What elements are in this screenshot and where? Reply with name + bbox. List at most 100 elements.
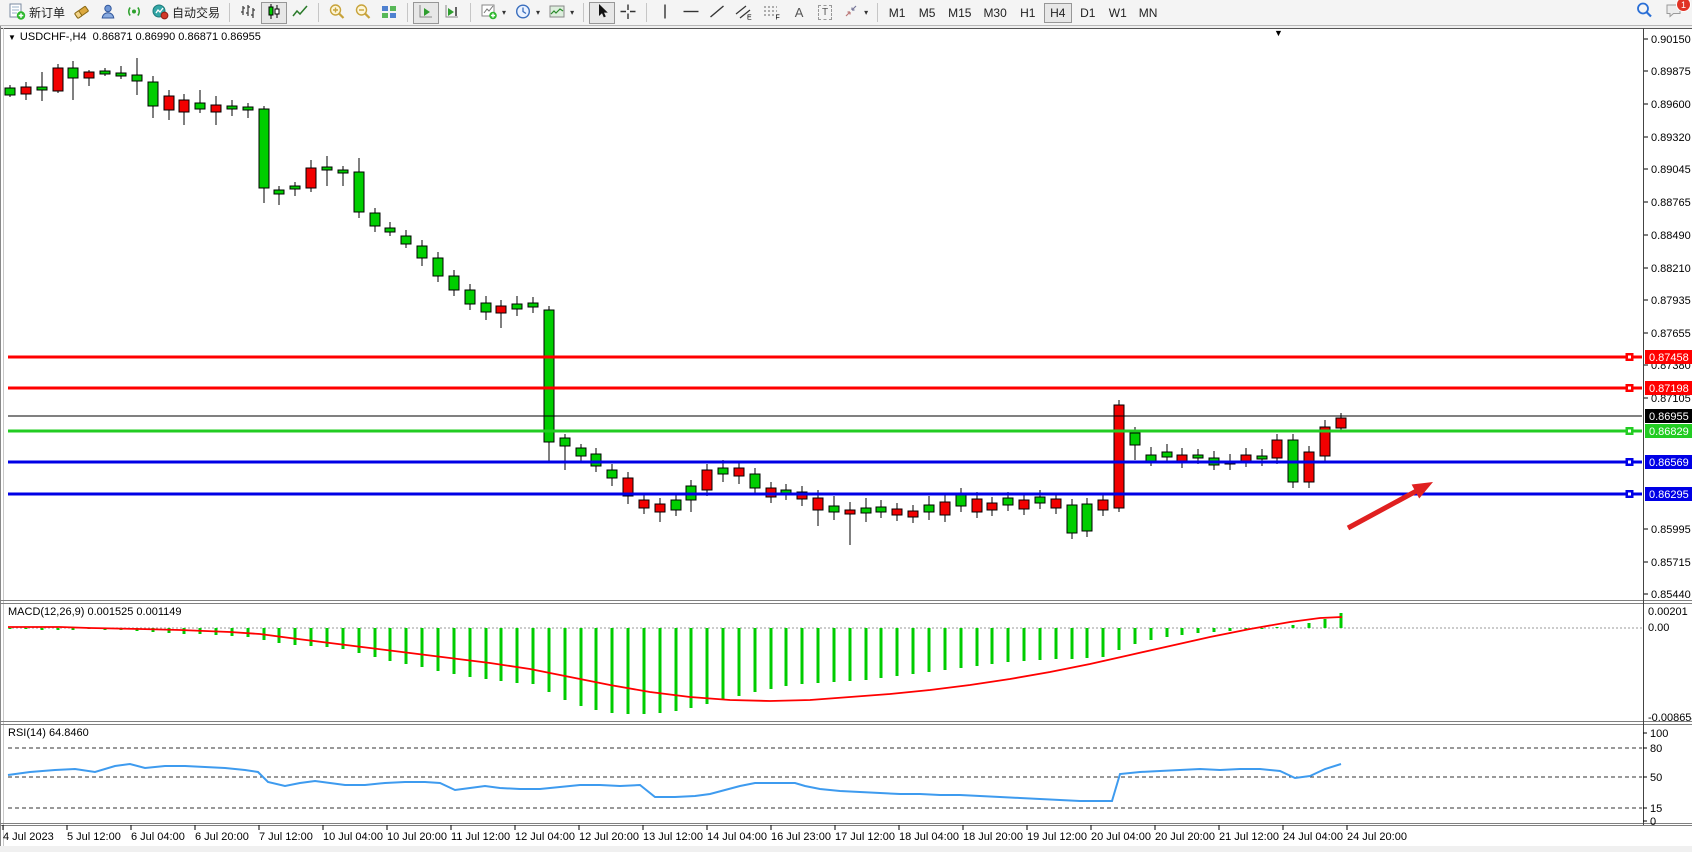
timeframe-group: M1 M5 M15 M30 H1 H4 D1 W1 MN — [883, 2, 1163, 23]
tile-windows-button[interactable] — [376, 2, 402, 24]
chat-button[interactable]: 1 — [1664, 0, 1691, 24]
time-axis-label: 13 Jul 12:00 — [643, 831, 703, 843]
timeframe-W1[interactable]: W1 — [1104, 3, 1132, 23]
candle-body — [99, 70, 111, 75]
price-tick-label: 0.89045 — [1651, 164, 1691, 176]
periods-button[interactable]: ▾ — [510, 2, 544, 24]
time-axis-label: 11 Jul 12:00 — [451, 831, 510, 843]
notification-badge: 1 — [1676, 0, 1691, 12]
time-axis-label: 24 Jul 04:00 — [1283, 831, 1343, 843]
price-tag — [1645, 424, 1692, 438]
new-order-icon — [8, 3, 26, 23]
candle-body — [448, 275, 460, 291]
price-tick-label: 0.90150 — [1651, 34, 1691, 46]
candle-body — [1034, 496, 1046, 504]
price-tick-label: 0.87655 — [1651, 328, 1691, 340]
candle-body — [638, 499, 650, 509]
candle-body — [163, 95, 175, 111]
time-axis-label: 7 Jul 12:00 — [259, 831, 313, 843]
auto-scroll-button[interactable] — [413, 1, 440, 24]
timeframe-H1[interactable]: H1 — [1014, 3, 1042, 23]
templates-button[interactable]: ▾ — [544, 2, 578, 24]
candle-body — [1066, 504, 1078, 534]
person-icon — [99, 3, 117, 23]
candlestick-chart-button[interactable] — [261, 1, 288, 24]
fibo-glyph: F — [776, 14, 780, 20]
candle-body — [432, 257, 444, 277]
annotation-arrow[interactable] — [1346, 486, 1422, 531]
zoom-in-button[interactable] — [324, 2, 350, 24]
candle-body — [289, 185, 301, 190]
auto-trading-button[interactable]: 自动交易 — [147, 2, 224, 24]
arrows-icon — [842, 3, 860, 23]
price-tag-label: 0.86829 — [1649, 426, 1689, 438]
time-axis-label: 20 Jul 20:00 — [1155, 831, 1215, 843]
channel-tool[interactable]: E — [730, 2, 758, 24]
timeframe-D1[interactable]: D1 — [1074, 3, 1102, 23]
vertical-line-tool[interactable] — [652, 2, 678, 24]
bar-chart-button[interactable] — [235, 2, 261, 24]
timeframe-MN[interactable]: MN — [1134, 3, 1163, 23]
timeframe-M5[interactable]: M5 — [913, 3, 941, 23]
search-icon[interactable] — [1635, 1, 1654, 24]
fibonacci-tool[interactable]: F — [758, 2, 786, 24]
candle-body — [384, 227, 396, 233]
candle-body — [670, 499, 682, 511]
rsi-scale-label: 0 — [1650, 816, 1656, 828]
indicators-button[interactable]: ▾ — [476, 2, 510, 24]
signal-button[interactable] — [121, 2, 147, 24]
candle-body — [907, 510, 919, 518]
trendline-tool[interactable] — [704, 2, 730, 24]
toolbar-separator — [877, 3, 879, 22]
candlestick-chart-icon — [265, 3, 283, 23]
candle-body — [1050, 498, 1062, 509]
zoom-out-button[interactable] — [350, 2, 376, 24]
clock-icon — [514, 3, 532, 23]
text-label-tool[interactable]: T — [812, 2, 838, 24]
candle-body — [305, 167, 317, 189]
collapse-icon[interactable]: ▼ — [8, 33, 16, 42]
macd-scale-label: 0.00 — [1648, 622, 1669, 634]
candle-body — [749, 473, 761, 489]
time-axis-label: 20 Jul 04:00 — [1091, 831, 1151, 843]
candle-body — [194, 102, 206, 110]
arrows-tool[interactable]: ▾ — [838, 2, 872, 24]
horizontal-line-tool[interactable] — [678, 2, 704, 24]
rsi-indicator-label: RSI(14) 64.8460 — [8, 727, 89, 739]
time-axis-label: 17 Jul 12:00 — [835, 831, 895, 843]
time-axis-label: 24 Jul 20:00 — [1347, 831, 1407, 843]
expert-marker-icon[interactable]: ▼ — [1274, 28, 1283, 38]
crosshair-button[interactable] — [615, 2, 641, 24]
auto-scroll-icon — [417, 3, 435, 23]
candle-body — [242, 106, 254, 111]
candle-body — [575, 447, 587, 457]
price-tag — [1645, 487, 1692, 501]
text-tool[interactable]: A — [786, 2, 812, 24]
annotation-arrow-head[interactable] — [1411, 482, 1433, 499]
new-order-button[interactable]: 新订单 — [4, 2, 69, 24]
timeframe-M1[interactable]: M1 — [883, 3, 911, 23]
cursor-button[interactable] — [589, 1, 616, 24]
candle-body — [480, 302, 492, 313]
candle-body — [1161, 451, 1173, 458]
candle-body — [67, 67, 79, 79]
chart-shift-button[interactable] — [439, 2, 465, 24]
line-chart-button[interactable] — [287, 2, 313, 24]
timeframe-M15[interactable]: M15 — [943, 3, 976, 23]
toolbar-separator — [470, 3, 472, 22]
styles-button[interactable] — [69, 2, 95, 24]
profile-button[interactable] — [95, 2, 121, 24]
chart-background — [0, 28, 1692, 846]
timeframe-M30[interactable]: M30 — [978, 3, 1011, 23]
timeframe-H4[interactable]: H4 — [1043, 2, 1072, 23]
chevron-down-icon: ▾ — [502, 8, 507, 17]
toolbar-right: 1 — [1635, 0, 1691, 24]
candle-body — [416, 245, 428, 259]
fibonacci-icon: F — [762, 3, 782, 23]
symbol-timeframe: USDCHF-,H4 — [19, 31, 87, 43]
indicators-icon — [480, 3, 498, 23]
trendline-icon — [708, 3, 726, 23]
toolbar-separator — [583, 3, 585, 22]
macd-scale-label: -0.008654 — [1648, 712, 1692, 724]
